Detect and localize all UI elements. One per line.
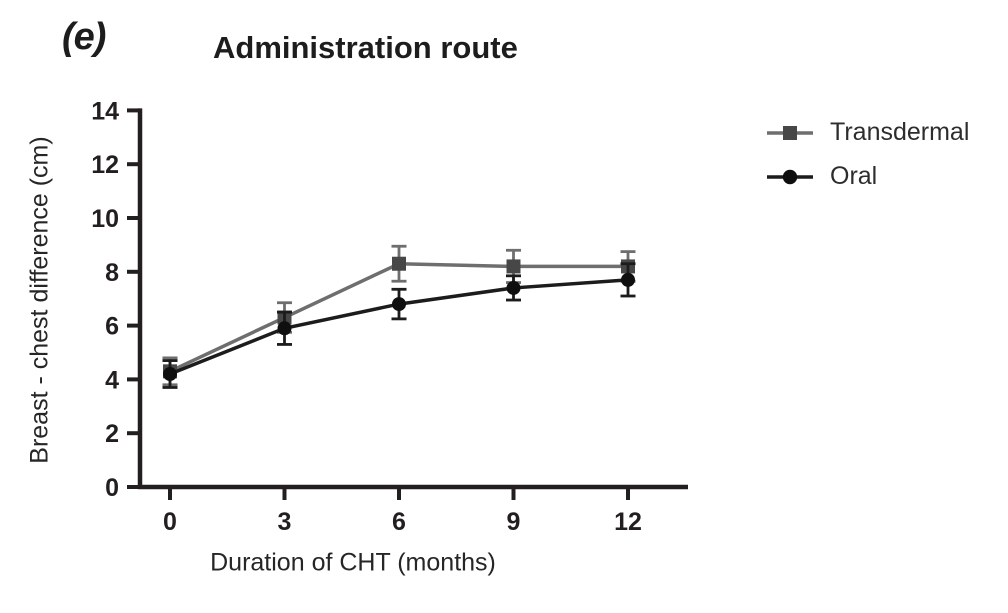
legend-label-transdermal: Transdermal xyxy=(830,118,970,146)
svg-text:14: 14 xyxy=(91,97,119,125)
svg-text:9: 9 xyxy=(507,508,521,536)
oral-legend-circle xyxy=(782,169,798,184)
chart-title: Administration route xyxy=(213,30,518,65)
svg-text:0: 0 xyxy=(105,474,119,502)
svg-text:12: 12 xyxy=(614,508,642,536)
transdermal-square-marker-icon xyxy=(767,125,813,140)
svg-text:10: 10 xyxy=(91,205,119,233)
svg-text:4: 4 xyxy=(105,366,119,394)
svg-text:3: 3 xyxy=(278,508,292,536)
svg-text:8: 8 xyxy=(105,259,119,287)
legend: Transdermal Oral xyxy=(766,118,969,191)
y-axis-label: Breast - chest difference (cm) xyxy=(25,136,54,464)
panel-label: (e) xyxy=(62,16,106,58)
legend-label-oral: Oral xyxy=(830,162,878,190)
oral-circle-marker-icon xyxy=(767,169,813,184)
x-axis-label: Duration of CHT (months) xyxy=(210,548,496,577)
svg-text:12: 12 xyxy=(91,151,119,179)
legend-item-transdermal: Transdermal xyxy=(766,118,969,147)
svg-text:2: 2 xyxy=(105,420,119,448)
svg-text:6: 6 xyxy=(105,313,119,341)
legend-item-oral: Oral xyxy=(766,162,969,191)
transdermal-legend-square xyxy=(783,125,797,140)
svg-text:0: 0 xyxy=(163,508,177,536)
svg-text:6: 6 xyxy=(392,508,406,536)
